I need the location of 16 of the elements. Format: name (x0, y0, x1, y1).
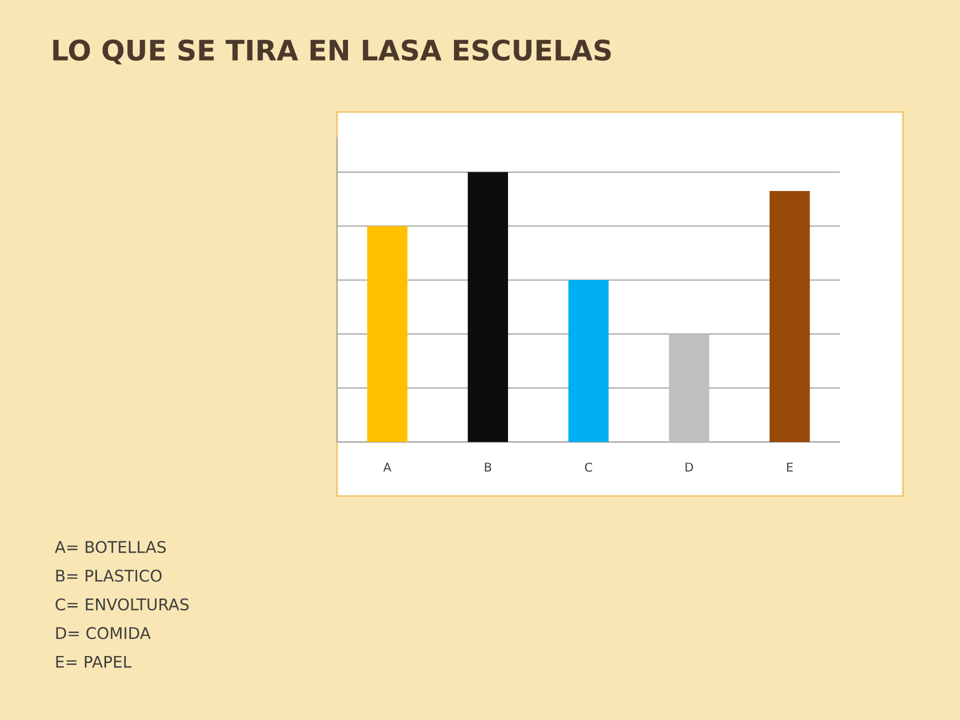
bar (468, 172, 508, 442)
bar (770, 190, 810, 442)
x-tick-label: A (383, 462, 392, 472)
text: B= PLASTICO (56, 570, 162, 582)
x-tick-label: E (787, 462, 793, 472)
text: D= COMIDA (56, 627, 151, 640)
x-tick-label: C (584, 462, 592, 472)
chart-title: LO QUE SE TIRA EN LASA ESCUELAS (53, 40, 611, 64)
x-tick-label: B (484, 462, 492, 472)
text: C= ENVOLTURAS (56, 598, 189, 610)
bar (367, 226, 408, 442)
bar (668, 334, 710, 442)
text: A= BOTELLAS (54, 540, 166, 554)
bar (568, 280, 609, 442)
x-tick-label: D (686, 462, 694, 472)
text: E= PAPEL (56, 656, 132, 668)
